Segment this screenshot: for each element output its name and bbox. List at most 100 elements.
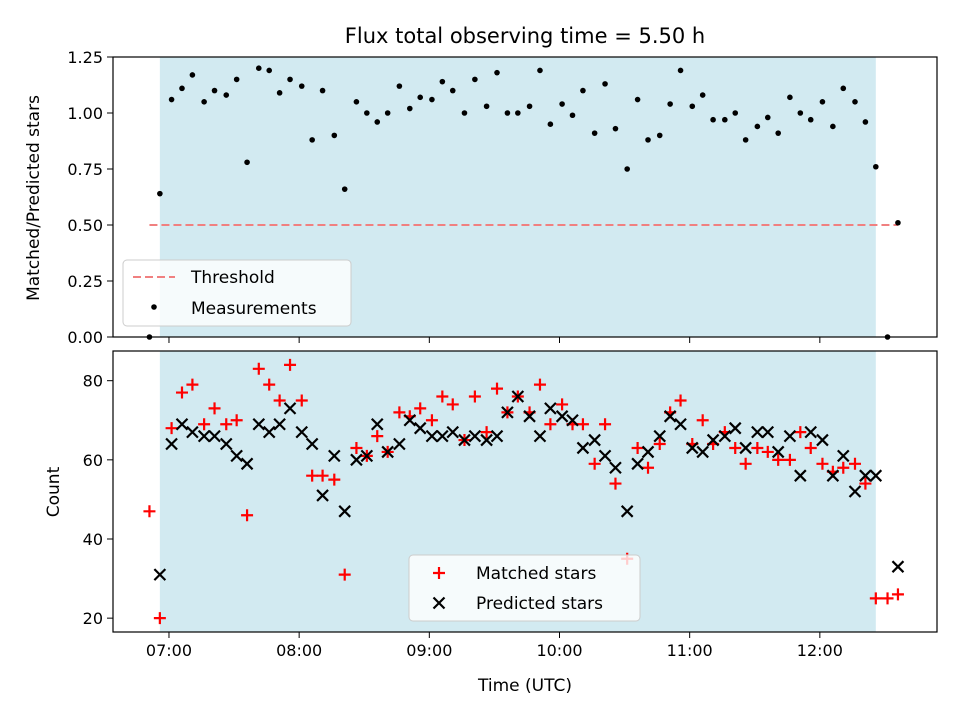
matched-star-point: [273, 394, 286, 407]
matched-star-point: [425, 414, 438, 427]
y-tick-label: 40: [83, 530, 103, 549]
legend-box: [122, 259, 352, 327]
measurement-point: [472, 76, 478, 83]
matched-star-point: [186, 378, 199, 391]
measurement-point: [374, 119, 381, 125]
measurement-point: [429, 96, 435, 103]
predicted-star-point: [663, 410, 677, 423]
predicted-star-point: [696, 445, 709, 459]
matched-star-point: [491, 382, 504, 395]
predicted-star-point: [859, 469, 872, 482]
predicted-star-point: [891, 560, 905, 573]
measurement-point: [341, 186, 348, 192]
x-tick-label: 11:00: [667, 641, 713, 660]
measurement-point: [797, 110, 804, 116]
predicted-star-point: [458, 433, 471, 447]
matched-star-point: [371, 430, 384, 443]
matched-star-point: [653, 438, 666, 451]
matched-star-point: [576, 418, 589, 431]
predicted-star-point: [598, 449, 612, 463]
measurement-point: [189, 72, 196, 78]
measurement-point: [168, 96, 175, 103]
measurement-point: [722, 116, 728, 123]
measurement-point: [624, 166, 630, 172]
x-tick-label: 09:00: [406, 641, 452, 660]
measurement-point: [764, 114, 771, 121]
measurement-point: [710, 116, 716, 123]
y-tick-label: 1.00: [67, 104, 103, 123]
predicted-star-point: [826, 469, 840, 482]
y-tick-label: 60: [83, 451, 103, 470]
y-tick-label: 0.50: [67, 216, 103, 235]
measurement-point: [569, 112, 576, 119]
measurement-point: [211, 87, 218, 94]
predicted-star-point: [869, 469, 883, 482]
matched-star-point: [772, 453, 785, 466]
x-axis-label: Time (UTC): [477, 676, 572, 696]
measurement-point: [384, 110, 391, 116]
predicted-star-point: [761, 425, 775, 439]
matched-star-point: [859, 477, 872, 490]
measurement-point: [244, 159, 250, 166]
measurement-point: [602, 81, 608, 87]
predicted-star-point: [794, 469, 807, 482]
measurement-point: [439, 78, 446, 85]
count-panel: 20 40 60 80 07:00 08:00 09:00 10:00 11:00 12:00 Ma…: [83, 350, 938, 660]
measurement-point: [677, 67, 684, 74]
legend-predicted-swatch: [432, 596, 446, 610]
y-tick-label: 80: [83, 372, 103, 391]
measurement-point: [775, 130, 781, 136]
matched-star-point: [284, 358, 297, 371]
predicted-star-point: [446, 425, 460, 439]
measurement-point: [807, 116, 814, 123]
panel-frame: [112, 350, 938, 633]
measurement-point: [396, 83, 403, 89]
measurement-point: [406, 105, 413, 112]
ratio-panel: 0.00 0.25 0.50 0.75 1.00 1.25 Threshold Measure…: [67, 48, 938, 347]
predicted-star-point: [403, 413, 417, 427]
predicted-star-point: [262, 425, 276, 439]
measurement-point: [287, 76, 293, 83]
predicted-star-point: [718, 429, 732, 443]
chart-title: Flux total observing time = 5.50 h: [345, 24, 705, 48]
predicted-star-point: [523, 410, 536, 423]
matched-star-point: [338, 568, 351, 581]
predicted-star-point: [186, 425, 199, 439]
matched-star-point: [729, 441, 742, 454]
predicted-star-point: [240, 457, 254, 471]
legend-predicted-label: Predicted stars: [476, 594, 603, 614]
predicted-star-point: [350, 453, 363, 467]
matched-star-point: [696, 414, 709, 427]
predicted-star-point: [393, 437, 406, 451]
predicted-star-point: [533, 429, 547, 443]
y-tick-label: 20: [83, 609, 103, 628]
predicted-star-point: [816, 433, 829, 447]
matched-star-point: [881, 592, 894, 605]
measurement-point: [873, 163, 879, 170]
predicted-star-point: [566, 413, 579, 427]
predicted-star-point: [197, 429, 211, 443]
measurement-point: [364, 110, 370, 116]
predicted-star-point: [544, 402, 557, 415]
measurement-point: [353, 99, 360, 105]
matched-star-point: [804, 441, 817, 454]
matched-star-point: [480, 426, 493, 439]
predicted-star-point: [230, 449, 243, 463]
predicted-star-point: [576, 441, 590, 455]
measurement-point: [266, 67, 273, 74]
predicted-star-point: [370, 417, 384, 431]
predicted-star-point: [153, 568, 167, 581]
measurement-point: [830, 123, 836, 130]
predicted-star-point: [283, 402, 297, 415]
measurement-point: [634, 96, 641, 103]
y-tick-label: 1.25: [67, 48, 103, 67]
matched-star-point: [468, 390, 481, 403]
predicted-star-point: [728, 421, 742, 435]
matched-star-point: [143, 505, 156, 518]
measurement-point: [331, 132, 338, 139]
matched-star-point: [599, 418, 612, 431]
matched-star-point: [751, 441, 764, 454]
matched-star-point: [837, 461, 850, 474]
matched-star-point: [544, 418, 557, 431]
